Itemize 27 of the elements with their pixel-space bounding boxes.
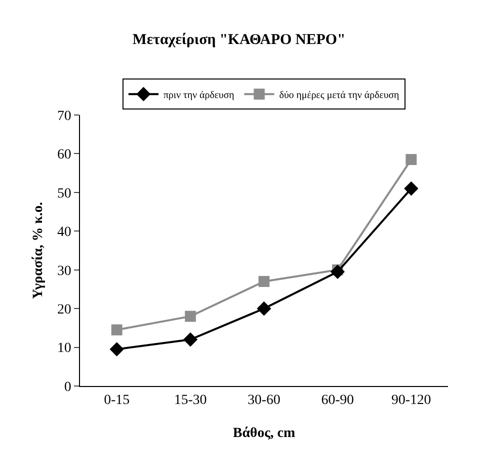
y-tick-label: 50 [57, 186, 72, 202]
y-tick-label: 10 [57, 341, 72, 356]
y-tick-label: 20 [57, 302, 72, 318]
x-tick-label: 60-90 [321, 392, 354, 408]
point [258, 276, 270, 287]
y-tick-label: 40 [57, 225, 72, 240]
x-tick-label: 90-120 [391, 392, 432, 408]
y-tick-label: 0 [64, 380, 72, 395]
y-tick-label: 60 [57, 148, 72, 163]
point [404, 181, 418, 196]
point [183, 332, 198, 347]
y-tick-label: 70 [57, 108, 72, 124]
point [330, 264, 345, 279]
point [256, 301, 272, 316]
chart-title: Μεταχείριση "ΚΑΘΑΡΟ ΝΕΡΟ" [132, 32, 346, 48]
x-tick-label: 30-60 [248, 392, 280, 408]
point [110, 342, 124, 356]
point [184, 310, 196, 322]
x-tick-label: 0-15 [104, 392, 130, 408]
y-axis-title: Υγρασία, % κ.ο. [31, 202, 46, 299]
y-tick-label: 30 [57, 264, 72, 279]
point [406, 154, 417, 166]
point [111, 324, 122, 336]
legend-label: πριν την άρδευση [164, 90, 234, 101]
x-axis-title: Βάθος, cm [232, 426, 296, 442]
x-tick-label: 15-30 [174, 392, 207, 408]
legend-label: δύο ημέρες μετά την άρδευση [279, 90, 400, 101]
